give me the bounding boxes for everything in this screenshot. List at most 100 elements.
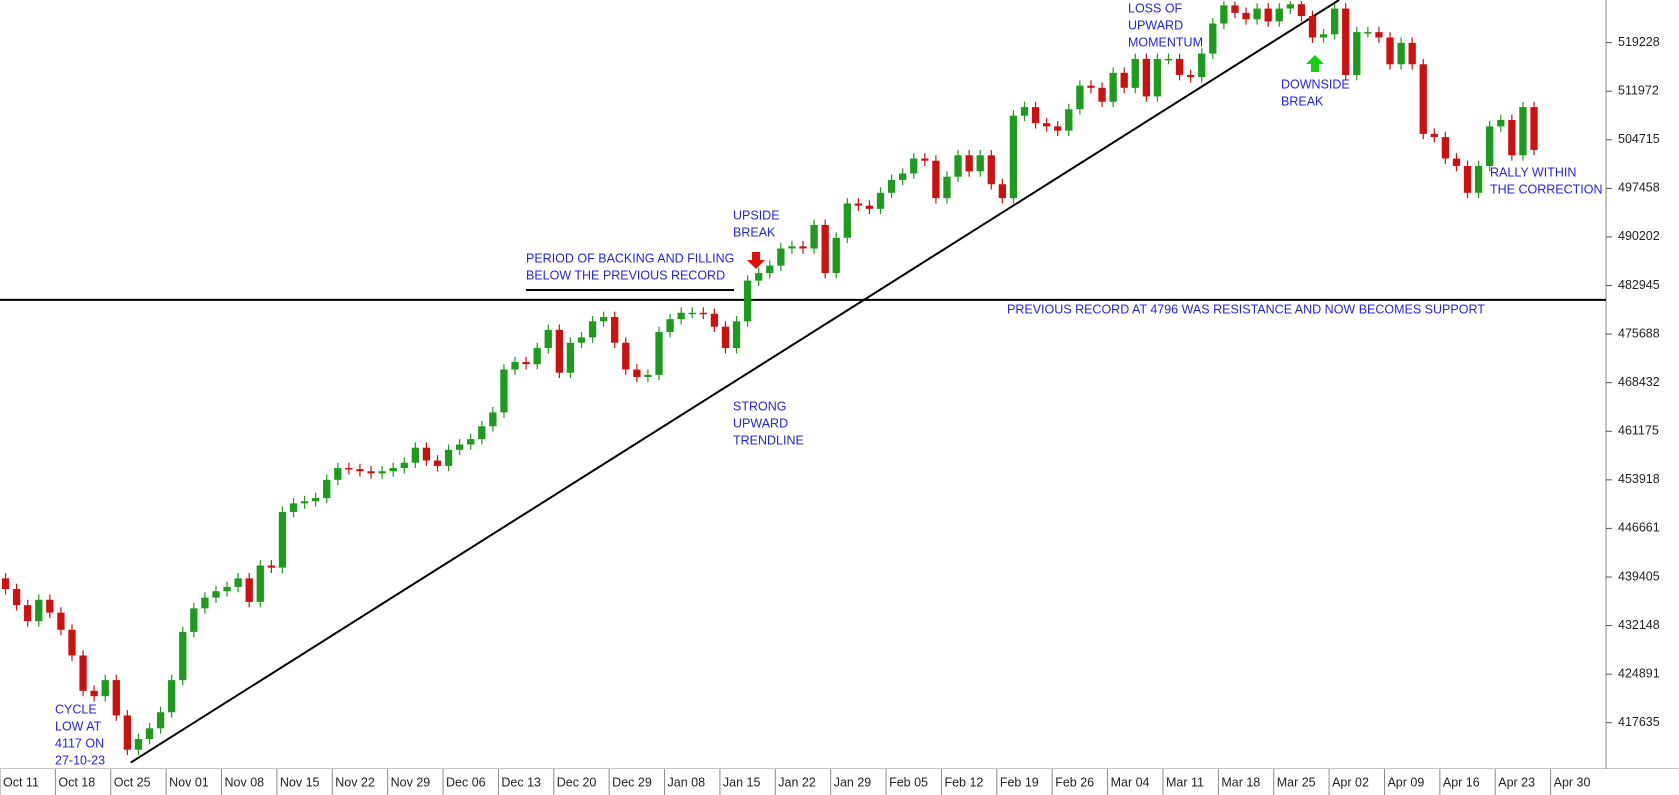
candle-body xyxy=(1397,42,1405,65)
x-tick-label: Feb 26 xyxy=(1055,775,1094,789)
candle-body xyxy=(699,312,707,315)
candle-body xyxy=(190,608,198,632)
candle-body xyxy=(356,469,364,472)
candle-body xyxy=(566,342,575,373)
y-tick-label: 490202 xyxy=(1618,229,1660,243)
candle-body xyxy=(334,468,342,480)
candle-body xyxy=(1,578,10,590)
candle-body xyxy=(1065,109,1073,131)
candle-body xyxy=(422,447,431,461)
candle-body xyxy=(1087,85,1095,88)
candle-body xyxy=(312,498,320,502)
candle-body xyxy=(511,362,519,370)
candle-body xyxy=(1441,137,1450,159)
y-tick-label: 446661 xyxy=(1618,521,1660,535)
annotation: UPSIDE xyxy=(733,208,780,222)
candle-body xyxy=(1419,64,1427,134)
candle-body xyxy=(112,680,120,716)
candle-body xyxy=(1209,23,1217,54)
candle-body xyxy=(1364,32,1372,34)
y-tick-label: 482945 xyxy=(1618,278,1660,292)
x-tick-label: Oct 18 xyxy=(58,775,95,789)
candle-body xyxy=(1220,5,1228,24)
candle-body xyxy=(766,265,774,274)
annotation: LOSS OF xyxy=(1128,1,1183,15)
candle-body xyxy=(1386,37,1394,65)
candle-body xyxy=(1297,4,1306,17)
candle-body xyxy=(1408,42,1416,65)
y-tick-label: 439405 xyxy=(1618,569,1660,583)
x-tick-label: Feb 19 xyxy=(1000,775,1039,789)
candle-body xyxy=(1275,8,1283,22)
x-tick-label: Dec 13 xyxy=(501,775,541,789)
annotation: 27-10-23 xyxy=(55,753,105,767)
candle-body xyxy=(1054,126,1062,131)
candle-body xyxy=(1131,58,1139,88)
candle-body xyxy=(1508,119,1516,156)
x-tick-label: Jan 29 xyxy=(834,775,872,789)
candle-body xyxy=(455,444,464,450)
x-tick-label: Nov 29 xyxy=(391,775,431,789)
candle-body xyxy=(79,655,87,691)
candle-body xyxy=(467,439,475,445)
candle-body xyxy=(201,597,209,609)
x-axis-band xyxy=(0,769,1679,795)
x-tick-label: Apr 23 xyxy=(1498,775,1535,789)
candle-body xyxy=(544,329,552,349)
candle-body xyxy=(732,321,741,349)
candle-body xyxy=(168,680,176,713)
candle-body xyxy=(522,362,530,365)
candle-body xyxy=(1474,166,1483,193)
x-tick-label: Dec 29 xyxy=(612,775,652,789)
annotation: LOW AT xyxy=(55,719,102,733)
x-tick-label: Mar 11 xyxy=(1166,775,1204,789)
candle-body xyxy=(278,511,287,568)
y-tick-label: 519228 xyxy=(1618,35,1660,49)
candle-body xyxy=(965,155,973,172)
candle-body xyxy=(1164,58,1173,61)
x-tick-label: Dec 20 xyxy=(557,775,597,789)
annotation: 4117 ON xyxy=(55,736,104,750)
candle-body xyxy=(101,680,109,697)
candle-body xyxy=(389,468,397,472)
candle-body xyxy=(921,158,929,161)
candle-body xyxy=(1264,8,1272,22)
candle-body xyxy=(677,312,685,320)
candle-body xyxy=(533,348,541,365)
candle-body xyxy=(1463,166,1472,193)
candle-body xyxy=(300,501,309,504)
annotation: DOWNSIDE xyxy=(1281,77,1350,91)
candle-body xyxy=(179,631,187,681)
x-tick-label: Apr 30 xyxy=(1554,775,1591,789)
candle-body xyxy=(411,447,419,463)
candle-body xyxy=(46,599,54,613)
annotation: BELOW THE PREVIOUS RECORD xyxy=(526,268,725,282)
candle-body xyxy=(1286,4,1294,9)
x-tick-label: Mar 25 xyxy=(1277,775,1316,789)
x-tick-label: Mar 04 xyxy=(1111,775,1150,789)
candle-body xyxy=(267,565,276,568)
y-tick-label: 504715 xyxy=(1618,132,1660,146)
candle-body xyxy=(832,237,840,274)
candle-body xyxy=(223,586,231,592)
candle-body xyxy=(932,160,940,199)
candle-body xyxy=(644,374,652,378)
candle-body xyxy=(1375,32,1383,38)
annotation: PERIOD OF BACKING AND FILLING xyxy=(526,251,734,265)
y-tick-label: 511972 xyxy=(1618,84,1659,98)
candle-body xyxy=(876,192,885,209)
candle-body xyxy=(12,589,21,606)
y-tick-label: 497458 xyxy=(1618,181,1660,195)
y-tick-label: 417635 xyxy=(1618,715,1660,729)
candle-body xyxy=(987,155,995,185)
candle-body xyxy=(256,565,264,602)
y-tick-label: 432148 xyxy=(1618,618,1660,632)
candle-body xyxy=(90,690,98,697)
candle-body xyxy=(35,599,43,622)
candle-body xyxy=(1009,115,1018,199)
down-arrow xyxy=(747,252,765,269)
annotation: TRENDLINE xyxy=(733,433,804,447)
x-tick-label: Apr 09 xyxy=(1387,775,1424,789)
